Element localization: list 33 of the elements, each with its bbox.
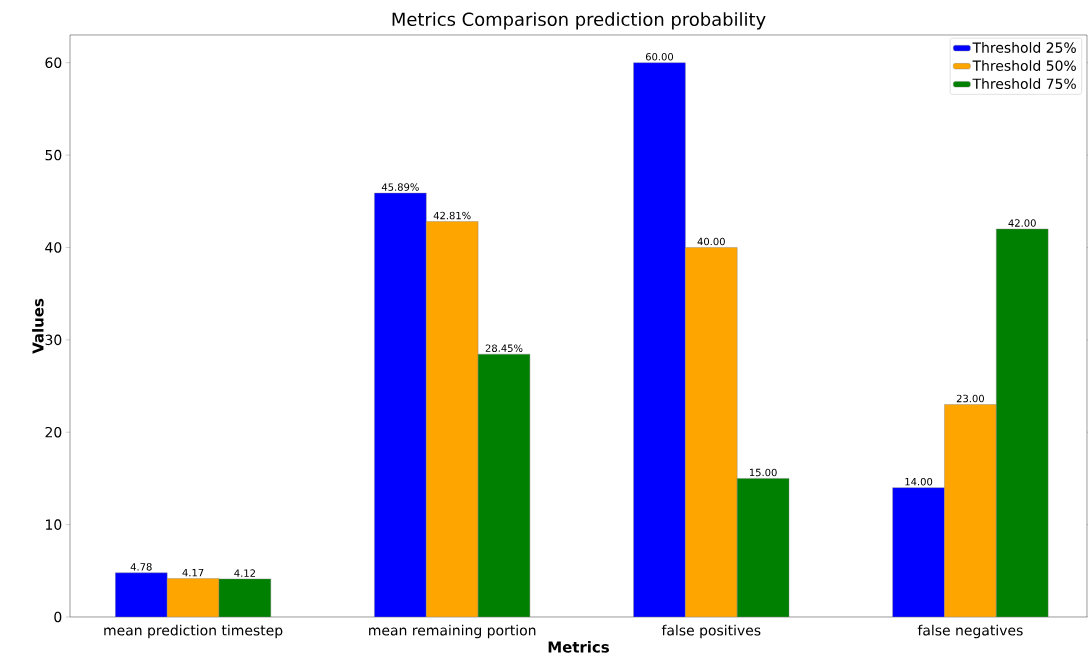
x-axis-title: Metrics	[548, 641, 609, 653]
data-label: 42.00	[1008, 219, 1036, 227]
y-tick-label: 50	[45, 149, 62, 161]
y-tick-label: 20	[45, 426, 62, 438]
legend-label: Threshold 25%	[972, 42, 1076, 53]
x-tick-label: false negatives	[917, 624, 1023, 639]
data-label: 60.00	[645, 52, 674, 61]
data-label: 15.00	[749, 468, 777, 477]
data-label: 4.12	[234, 569, 255, 577]
y-tick-label: 60	[45, 57, 62, 68]
y-axis-title: Values	[32, 298, 44, 354]
bar	[426, 221, 479, 617]
y-tick-label: 10	[46, 519, 62, 530]
bar	[166, 578, 220, 617]
data-label: 4.17	[182, 569, 204, 577]
x-tick-label: mean remaining portion	[369, 624, 536, 639]
data-label: 45.89%	[381, 183, 419, 191]
data-label: 42.81%	[433, 211, 471, 220]
data-label: 14.00	[905, 477, 933, 486]
data-label: 23.00	[956, 394, 984, 403]
data-label: 28.45%	[485, 344, 523, 352]
bar	[685, 247, 738, 617]
data-label: 40.00	[697, 237, 725, 246]
data-label: 4.78	[130, 563, 152, 571]
y-tick-label: 0	[54, 611, 62, 623]
chart-title: Metrics Comparison prediction probability	[392, 12, 766, 30]
y-tick-label: 40	[45, 242, 62, 253]
legend-label: Threshold 50%	[972, 60, 1076, 71]
bar	[944, 404, 997, 617]
y-tick-label: 30	[45, 334, 62, 346]
legend-label: Threshold 75%	[972, 78, 1076, 90]
x-tick-label: false positives	[661, 624, 761, 639]
x-tick-label: mean prediction timestep	[104, 624, 283, 639]
